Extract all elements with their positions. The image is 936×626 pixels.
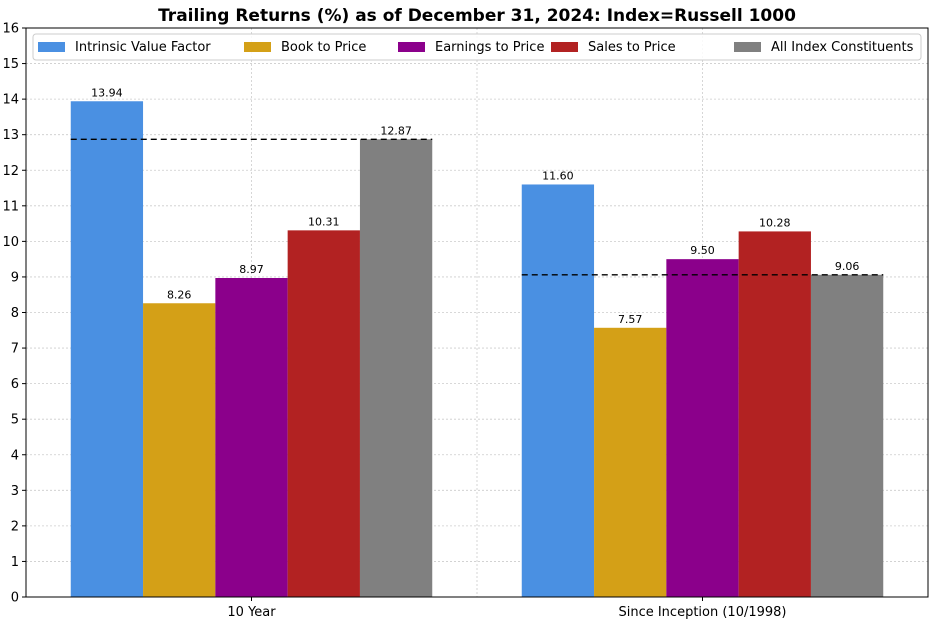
y-tick-label: 7 — [11, 342, 19, 357]
x-tick-label: Since Inception (10/1998) — [618, 605, 786, 620]
bar — [810, 274, 884, 597]
data-label: 13.94 — [91, 86, 123, 99]
y-tick-label: 13 — [2, 128, 19, 143]
legend-swatch — [551, 42, 578, 52]
legend: Intrinsic Value Factor Book to Price Earni… — [32, 33, 922, 61]
y-tick-label: 12 — [2, 164, 19, 179]
bar — [70, 101, 144, 597]
y-tick-label: 2 — [11, 519, 19, 534]
reference-lines — [70, 138, 884, 276]
data-label: 8.26 — [167, 288, 192, 301]
legend-label: Earnings to Price — [435, 40, 544, 55]
data-label: 9.06 — [835, 260, 860, 273]
x-axis: 10 Year Since Inception (10/1998) — [227, 597, 787, 620]
y-tick-label: 11 — [2, 199, 19, 214]
bar — [521, 184, 595, 597]
y-tick-label: 1 — [11, 555, 19, 570]
legend-swatch — [734, 42, 761, 52]
data-label: 7.57 — [618, 313, 643, 326]
data-labels: 13.94 11.60 8.26 7.57 8.97 9.50 10.31 10.28 12.8… — [91, 86, 859, 326]
bars-group — [70, 101, 884, 598]
y-tick-label: 16 — [2, 22, 19, 37]
data-label: 11.60 — [542, 169, 574, 182]
y-tick-label: 6 — [11, 377, 19, 392]
y-tick-label: 0 — [11, 591, 19, 606]
bar — [215, 278, 288, 597]
chart-title: Trailing Returns (%) as of December 31, … — [158, 6, 796, 26]
legend-label: All Index Constituents — [771, 40, 914, 55]
legend-label: Book to Price — [281, 40, 366, 55]
data-label: 10.28 — [759, 216, 791, 229]
y-tick-label: 5 — [11, 413, 19, 428]
y-tick-label: 4 — [11, 448, 19, 463]
bar — [143, 303, 216, 597]
bar — [738, 231, 811, 598]
legend-swatch — [38, 42, 65, 52]
y-tick-label: 3 — [11, 484, 19, 499]
y-tick-label: 15 — [2, 57, 19, 72]
bar — [359, 139, 433, 598]
y-tick-label: 14 — [2, 93, 19, 108]
y-tick-label: 8 — [11, 306, 19, 321]
y-tick-label: 10 — [2, 235, 19, 250]
legend-label: Sales to Price — [588, 40, 676, 55]
data-label: 12.87 — [380, 124, 412, 137]
data-label: 10.31 — [308, 215, 340, 228]
bar — [594, 327, 667, 597]
legend-swatch — [244, 42, 271, 52]
bar — [287, 230, 360, 597]
y-tick-label: 9 — [11, 270, 19, 285]
x-tick-label: 10 Year — [227, 605, 276, 620]
data-label: 9.50 — [690, 244, 715, 257]
legend-swatch — [398, 42, 425, 52]
legend-label: Intrinsic Value Factor — [75, 40, 211, 55]
legend-box — [32, 33, 922, 61]
data-label: 8.97 — [239, 263, 264, 276]
bar — [666, 259, 739, 597]
